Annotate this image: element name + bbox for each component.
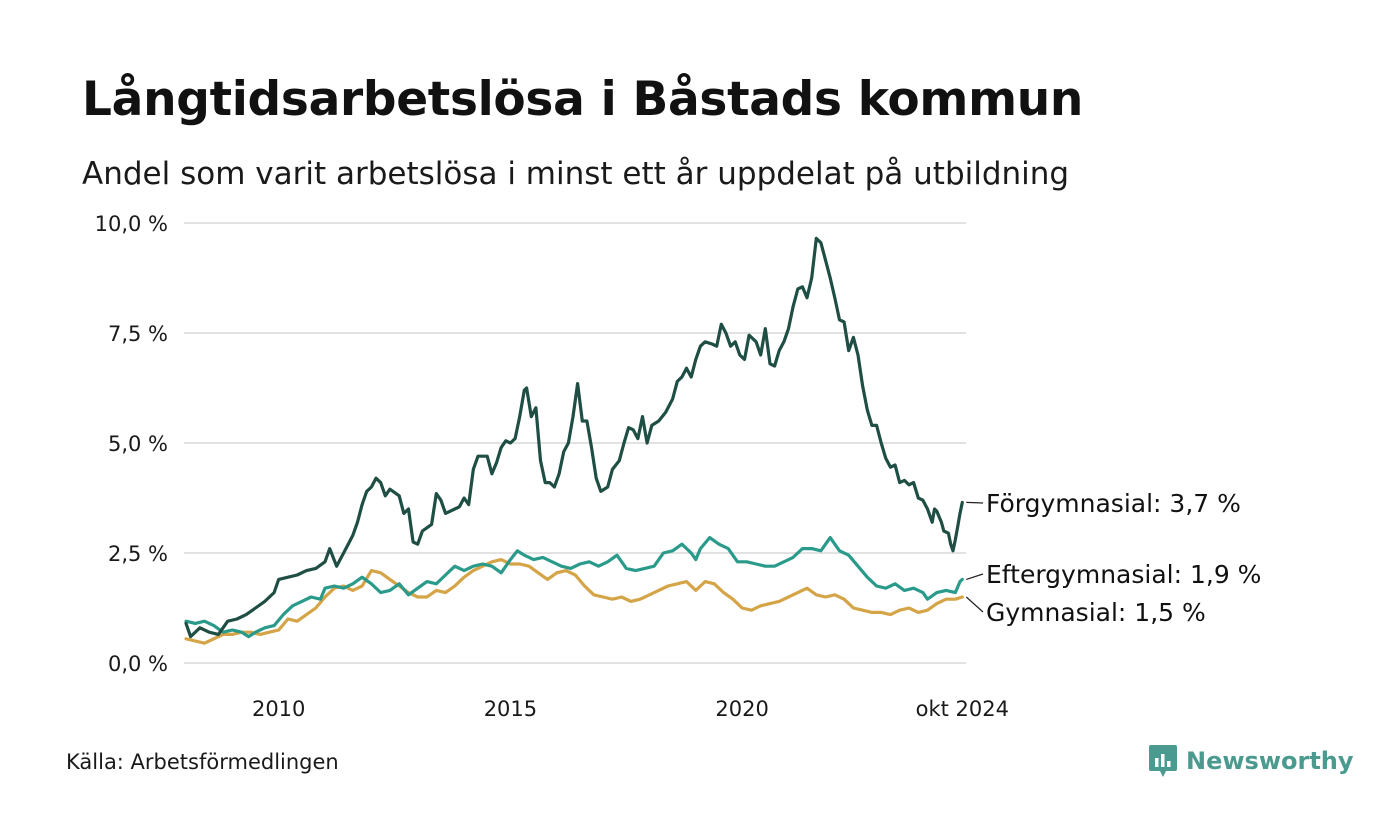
y-tick-label: 2,5 % bbox=[108, 542, 168, 566]
y-tick-label: 5,0 % bbox=[108, 432, 168, 456]
brand[interactable]: Newsworthy bbox=[1148, 743, 1354, 779]
newsworthy-logo-icon bbox=[1149, 745, 1177, 777]
end-label-leader bbox=[965, 596, 984, 613]
series-line-förgymnasial bbox=[184, 236, 964, 639]
end-label: Eftergymnasial: 1,9 % bbox=[986, 560, 1261, 589]
y-tick-label: 0,0 % bbox=[108, 652, 168, 676]
end-label-leader bbox=[966, 501, 984, 504]
end-label-leader bbox=[966, 573, 984, 580]
chart-subtitle: Andel som varit arbetslösa i minst ett å… bbox=[82, 156, 1070, 192]
y-tick-label: 7,5 % bbox=[108, 322, 168, 346]
chart-title: Långtidsarbetslösa i Båstads kommun bbox=[82, 72, 1084, 127]
x-tick-label: 2015 bbox=[484, 697, 537, 721]
y-tick-label: 10,0 % bbox=[95, 212, 168, 236]
x-tick-label: 2010 bbox=[252, 697, 305, 721]
source-note: Källa: Arbetsförmedlingen bbox=[66, 750, 339, 774]
brand-name: Newsworthy bbox=[1186, 747, 1354, 775]
series-line-eftergymnasial bbox=[184, 536, 964, 639]
series-line-gymnasial bbox=[184, 558, 964, 645]
x-tick-label: 2020 bbox=[715, 697, 768, 721]
x-tick-label: okt 2024 bbox=[916, 697, 1009, 721]
end-label: Gymnasial: 1,5 % bbox=[986, 598, 1206, 627]
end-label: Förgymnasial: 3,7 % bbox=[986, 489, 1241, 518]
